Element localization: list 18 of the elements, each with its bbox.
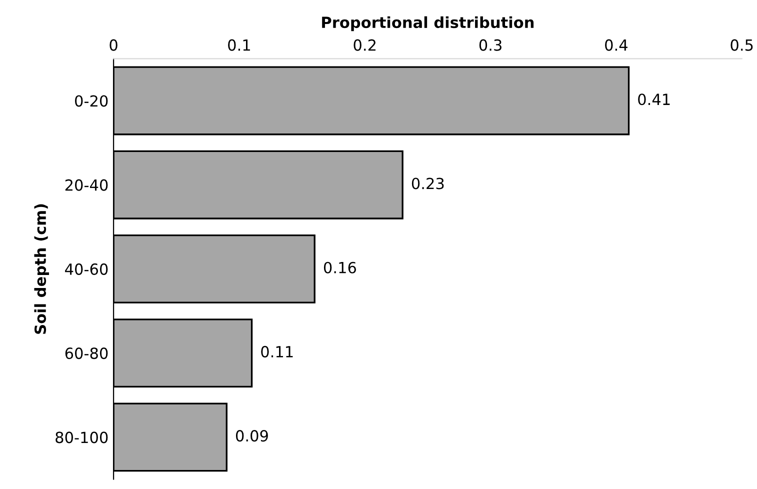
y-tick-label: 20-40 <box>65 179 108 191</box>
data-label: 0.09 <box>236 430 268 442</box>
data-label: 0.16 <box>324 262 356 274</box>
y-tick-label: 0-20 <box>75 95 108 107</box>
y-axis-title: Soil depth (cm) <box>34 204 50 334</box>
y-tick-label: 40-60 <box>65 263 108 275</box>
x-tick-label: 0 <box>110 39 118 51</box>
x-axis-title: Proportional distribution <box>322 16 534 32</box>
data-label: 0.41 <box>638 94 670 106</box>
y-tick-label: 60-80 <box>65 348 108 360</box>
data-label: 0.11 <box>261 346 293 358</box>
data-label: 0.23 <box>412 178 444 190</box>
x-tick-label: 0.3 <box>479 39 502 51</box>
x-tick-label: 0.1 <box>228 39 250 51</box>
y-tick-label: 80-100 <box>56 432 108 444</box>
x-tick-label: 0.2 <box>354 39 376 51</box>
x-tick-label: 0.5 <box>730 39 753 51</box>
x-tick-label: 0.4 <box>605 39 628 51</box>
